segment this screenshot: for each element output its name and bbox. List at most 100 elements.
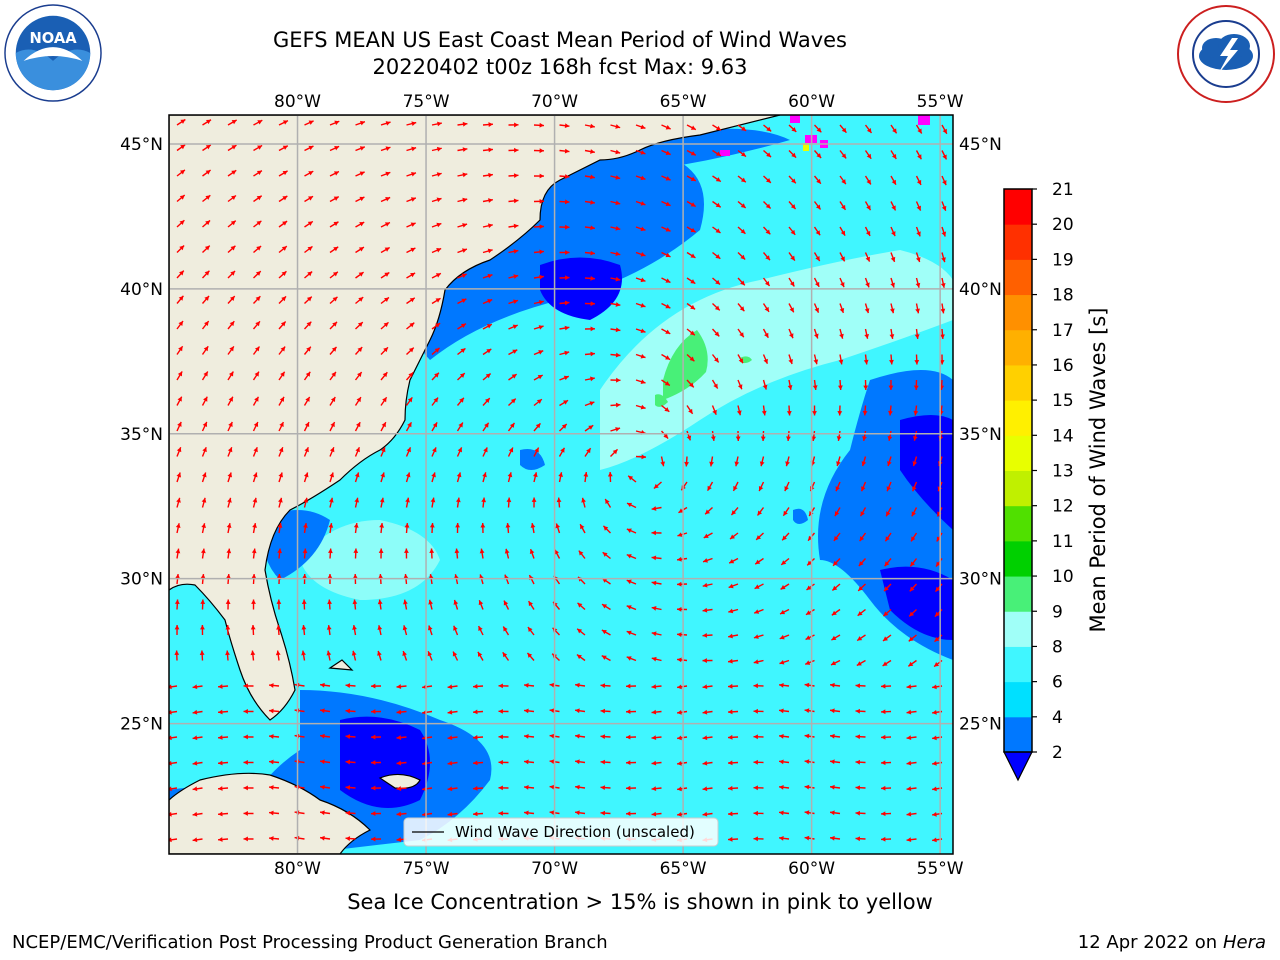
direction-arrow xyxy=(508,349,518,356)
direction-arrow xyxy=(380,246,391,254)
direction-arrow xyxy=(880,785,892,791)
direction-arrow xyxy=(406,146,417,152)
direction-arrow xyxy=(253,144,263,152)
direction-arrow xyxy=(676,606,688,612)
direction-arrow xyxy=(227,472,233,483)
direction-arrow xyxy=(914,328,920,340)
direction-arrow xyxy=(651,684,662,690)
direction-arrow xyxy=(711,405,717,416)
direction-arrow xyxy=(380,371,388,381)
direction-arrow xyxy=(584,149,595,154)
direction-arrow xyxy=(533,299,544,305)
direction-arrow xyxy=(813,303,820,313)
direction-arrow xyxy=(907,659,917,667)
direction-arrow xyxy=(472,786,484,791)
direction-arrow xyxy=(429,548,435,559)
direction-arrow xyxy=(704,506,713,515)
direction-arrow xyxy=(835,481,841,492)
direction-arrow xyxy=(915,175,922,186)
direction-arrow xyxy=(906,786,917,792)
direction-arrow xyxy=(661,404,670,413)
direction-arrow xyxy=(941,150,948,160)
direction-arrow xyxy=(502,626,510,636)
direction-arrow xyxy=(533,173,545,179)
direction-arrow xyxy=(329,271,339,279)
direction-arrow xyxy=(508,223,519,229)
direction-arrow xyxy=(559,325,570,331)
direction-arrow xyxy=(584,250,596,256)
direction-arrow xyxy=(880,811,892,817)
direction-arrow xyxy=(839,252,846,262)
direction-arrow xyxy=(784,481,790,492)
direction-arrow xyxy=(370,836,382,842)
direction-arrow xyxy=(558,472,563,483)
direction-arrow xyxy=(702,811,713,817)
direction-arrow xyxy=(684,456,689,467)
direction-arrow xyxy=(913,379,919,391)
lon-label-bottom: 65°W xyxy=(660,859,707,879)
direction-arrow xyxy=(329,170,340,177)
direction-arrow xyxy=(686,353,695,362)
lon-label-bottom: 60°W xyxy=(788,859,835,879)
direction-arrow xyxy=(610,251,621,257)
direction-arrow xyxy=(217,837,229,842)
direction-arrow xyxy=(523,734,535,739)
direction-arrow xyxy=(735,430,741,442)
direction-arrow xyxy=(345,734,356,739)
direction-arrow xyxy=(328,497,334,508)
direction-arrow xyxy=(758,481,765,492)
direction-arrow xyxy=(829,708,841,714)
direction-arrow xyxy=(176,497,181,508)
direction-arrow xyxy=(737,303,745,312)
direction-arrow xyxy=(804,708,815,714)
footer-host: Hera xyxy=(1222,932,1266,953)
direction-arrow xyxy=(753,708,764,714)
direction-arrow xyxy=(559,275,570,281)
direction-arrow xyxy=(626,554,637,560)
direction-arrow xyxy=(447,735,458,741)
direction-arrow xyxy=(880,709,892,715)
direction-arrow xyxy=(431,347,441,356)
direction-arrow xyxy=(813,175,822,185)
direction-arrow xyxy=(574,708,586,714)
direction-arrow xyxy=(831,608,841,616)
direction-arrow xyxy=(941,124,948,135)
direction-arrow xyxy=(778,759,790,765)
direction-arrow xyxy=(278,195,288,203)
direction-arrow xyxy=(863,354,869,365)
direction-arrow xyxy=(301,624,307,636)
direction-arrow xyxy=(677,532,688,537)
direction-arrow xyxy=(354,346,363,355)
direction-arrow xyxy=(431,447,437,457)
direction-arrow xyxy=(202,194,211,203)
direction-arrow xyxy=(857,583,866,592)
direction-arrow xyxy=(702,786,713,792)
direction-arrow xyxy=(533,422,541,432)
direction-arrow xyxy=(345,683,356,688)
direction-arrow xyxy=(781,532,790,541)
direction-arrow xyxy=(864,150,872,160)
direction-arrow xyxy=(301,650,306,661)
direction-arrow xyxy=(711,328,720,337)
direction-arrow xyxy=(661,379,671,387)
direction-arrow xyxy=(480,522,486,534)
direction-arrow xyxy=(880,734,892,740)
direction-arrow xyxy=(574,759,586,765)
direction-arrow xyxy=(651,530,662,536)
direction-arrow xyxy=(380,421,387,432)
direction-arrow xyxy=(481,497,487,508)
direction-arrow xyxy=(856,634,866,642)
direction-arrow xyxy=(253,170,263,177)
lat-label-left: 30°N xyxy=(120,570,163,590)
direction-arrow xyxy=(329,321,338,330)
direction-arrow xyxy=(806,583,815,591)
direction-arrow xyxy=(380,447,386,457)
direction-arrow xyxy=(278,245,288,254)
direction-arrow xyxy=(584,351,596,357)
direction-arrow xyxy=(888,405,893,416)
direction-arrow xyxy=(201,421,208,432)
direction-arrow xyxy=(380,221,391,228)
direction-arrow xyxy=(584,276,596,281)
direction-arrow xyxy=(559,148,570,154)
colorbar-tick-label: 16 xyxy=(1052,356,1074,376)
